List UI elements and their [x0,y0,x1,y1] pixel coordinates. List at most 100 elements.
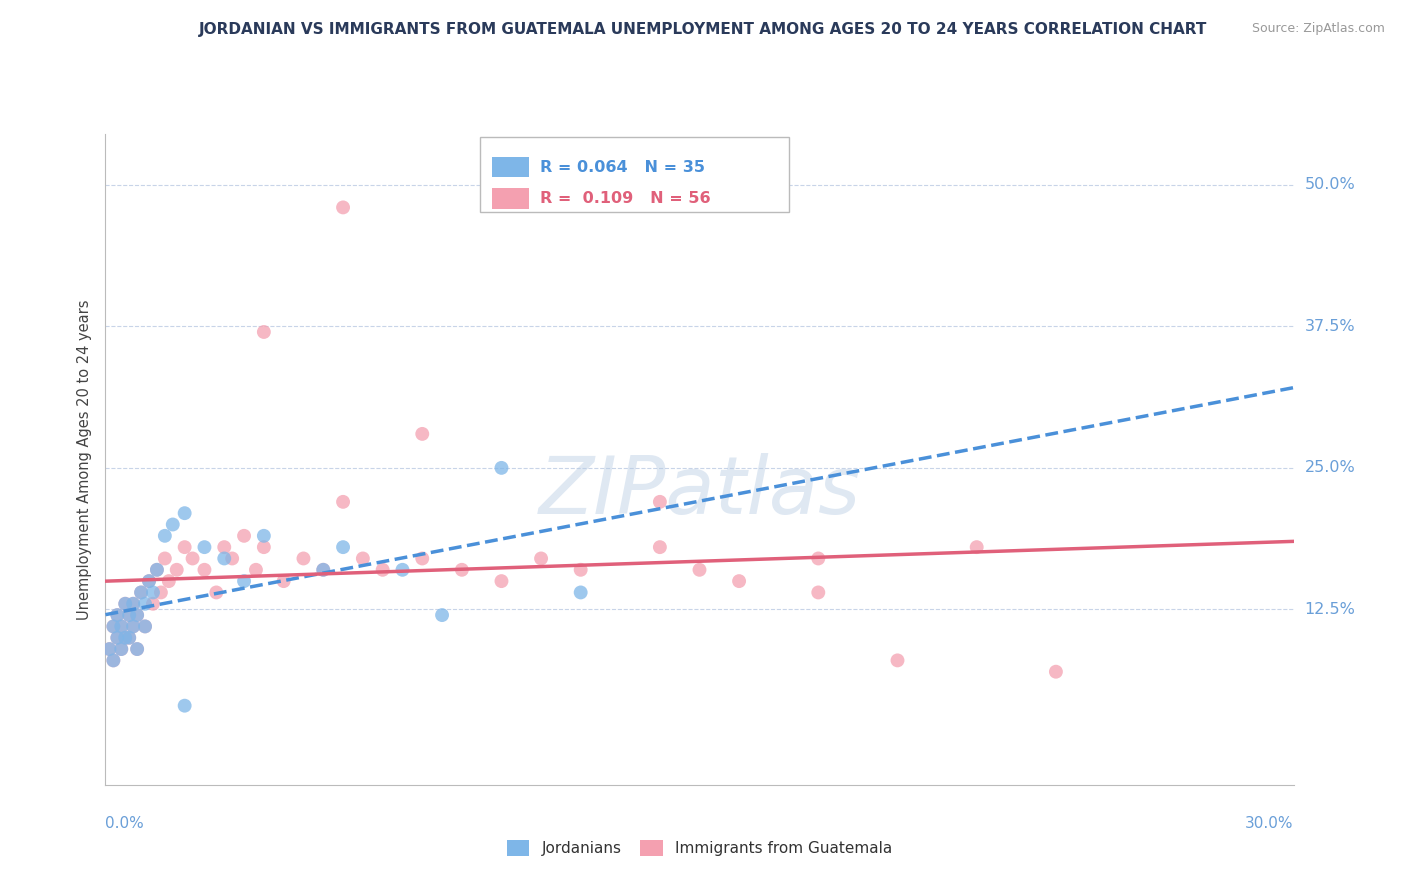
Point [648,540,671,554]
Point [146,563,169,577]
Point [127,608,149,623]
Point [162,517,184,532]
Point [103,619,125,633]
Point [332,201,354,215]
Point [332,540,354,554]
Point [292,551,315,566]
Point [118,608,141,623]
Point [105,608,128,623]
Point [129,585,152,599]
Point [648,495,671,509]
Point [173,506,195,520]
Point [110,642,132,657]
Point [205,585,228,599]
Text: ZIPatlas: ZIPatlas [538,453,860,531]
Point [105,631,128,645]
Point [233,529,256,543]
Point [312,563,335,577]
Point [166,563,188,577]
Text: 37.5%: 37.5% [1305,318,1355,334]
Point [134,619,156,633]
Point [193,563,215,577]
Point [103,653,125,667]
Point [122,597,145,611]
Point [105,608,128,623]
Point [312,563,335,577]
Text: R = 0.064   N = 35: R = 0.064 N = 35 [540,160,706,175]
Point [233,574,256,588]
Point [103,653,125,667]
Point [118,631,141,645]
Point [98,642,121,657]
Point [491,574,513,588]
Point [569,563,592,577]
Text: 25.0%: 25.0% [1305,460,1355,475]
Point [153,551,176,566]
Point [807,585,830,599]
Point [530,551,553,566]
Legend: Jordanians, Immigrants from Guatemala: Jordanians, Immigrants from Guatemala [501,834,898,862]
Point [114,631,136,645]
Text: R =  0.109   N = 56: R = 0.109 N = 56 [540,191,711,206]
Point [214,540,236,554]
Point [114,597,136,611]
Text: Source: ZipAtlas.com: Source: ZipAtlas.com [1251,22,1385,36]
Point [98,642,121,657]
Point [153,529,176,543]
Point [103,619,125,633]
Point [253,529,276,543]
Point [253,540,276,554]
Point [146,563,169,577]
Point [491,461,513,475]
Point [105,631,128,645]
Point [391,563,413,577]
Point [173,540,195,554]
Point [142,585,165,599]
Point [245,563,267,577]
Point [122,619,145,633]
Point [371,563,394,577]
Point [569,585,592,599]
Point [966,540,988,554]
Point [689,563,711,577]
Point [127,642,149,657]
Point [114,631,136,645]
Point [118,608,141,623]
Point [728,574,751,588]
Point [110,619,132,633]
Point [886,653,908,667]
Point [129,585,152,599]
Point [110,642,132,657]
Point [221,551,243,566]
Point [118,631,141,645]
Point [181,551,204,566]
Point [214,551,236,566]
Point [114,597,136,611]
Point [807,551,830,566]
Point [138,574,160,588]
Point [122,597,145,611]
Point [273,574,295,588]
Text: JORDANIAN VS IMMIGRANTS FROM GUATEMALA UNEMPLOYMENT AMONG AGES 20 TO 24 YEARS CO: JORDANIAN VS IMMIGRANTS FROM GUATEMALA U… [198,22,1208,37]
Point [411,426,433,441]
Point [142,597,165,611]
Point [352,551,374,566]
Point [127,642,149,657]
Point [157,574,180,588]
Point [127,608,149,623]
Text: 12.5%: 12.5% [1305,602,1355,617]
Point [1045,665,1067,679]
Y-axis label: Unemployment Among Ages 20 to 24 years: Unemployment Among Ages 20 to 24 years [76,299,91,620]
Text: 30.0%: 30.0% [1246,816,1294,831]
Text: 0.0%: 0.0% [105,816,145,831]
Point [411,551,433,566]
Point [134,619,156,633]
Text: 50.0%: 50.0% [1305,178,1355,193]
Point [138,574,160,588]
Point [193,540,215,554]
Point [253,325,276,339]
Point [430,608,453,623]
Point [134,597,156,611]
Point [110,619,132,633]
Point [122,619,145,633]
